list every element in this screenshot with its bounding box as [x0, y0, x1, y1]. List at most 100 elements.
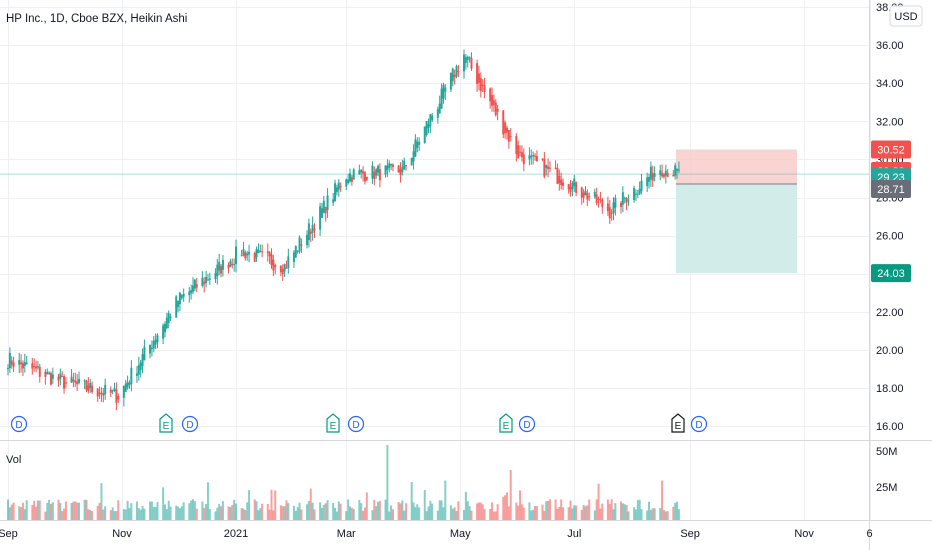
volume-bar — [479, 502, 482, 520]
dividend-event-icon[interactable] — [518, 415, 536, 433]
volume-bar — [64, 501, 67, 520]
volume-bar — [349, 506, 351, 520]
volume-bar — [229, 507, 232, 520]
candle-body — [633, 187, 636, 200]
candle-body — [74, 380, 77, 383]
currency-box[interactable] — [889, 5, 923, 27]
candle-body — [505, 127, 508, 133]
candle-body — [502, 110, 505, 135]
candle-body — [440, 88, 443, 109]
volume-bar — [545, 501, 548, 520]
volume-bar — [324, 503, 327, 520]
volume-bar — [78, 502, 81, 520]
volume-bar — [453, 507, 456, 520]
volume-bar — [309, 488, 312, 520]
candle-body — [403, 160, 406, 170]
profit-target-zone[interactable] — [676, 183, 797, 274]
volume-bar — [543, 510, 546, 520]
volume-bar — [231, 504, 234, 520]
candle-body — [601, 199, 604, 208]
earnings-event-icon[interactable] — [159, 413, 173, 433]
candle-body — [152, 340, 155, 349]
candle-body — [36, 366, 39, 368]
volume-bar — [575, 505, 578, 520]
candle-body — [154, 339, 157, 345]
volume-bar — [519, 490, 522, 520]
candle-body — [128, 383, 131, 385]
candle-body — [339, 186, 342, 188]
candle-body — [177, 301, 180, 307]
volume-bar — [391, 509, 394, 520]
volume-bar — [96, 505, 99, 520]
candle-body — [391, 164, 394, 167]
candle-body — [347, 179, 350, 183]
candle-body — [520, 151, 523, 158]
dividend-event-icon[interactable] — [181, 415, 199, 433]
volume-bar — [203, 507, 206, 520]
candle-body — [76, 381, 79, 385]
volume-bar — [149, 501, 152, 520]
dividend-event-icon[interactable] — [347, 415, 365, 433]
candle-body — [46, 371, 49, 375]
price-axis[interactable]: 38.0036.0034.0032.0030.0028.0026.0024.00… — [876, 2, 904, 433]
volume-bar — [633, 507, 636, 520]
candle-body — [85, 380, 88, 390]
volume-bar — [33, 500, 36, 520]
volume-bar — [48, 499, 51, 520]
candle-body — [477, 73, 480, 83]
candle-body — [233, 263, 236, 265]
earnings-event-icon[interactable] — [499, 413, 513, 433]
event-label: D — [186, 420, 193, 431]
candle-body — [324, 206, 327, 214]
volume-bar — [242, 508, 245, 520]
time-tick-label: Nov — [794, 528, 814, 540]
volume-bar — [399, 503, 402, 520]
volume-bar — [350, 507, 353, 520]
volume-bar — [504, 495, 507, 520]
volume-bar — [70, 503, 73, 520]
volume-bar — [163, 504, 166, 520]
time-axis[interactable]: Sep Nov 2021 Mar May Jul Sep Nov 6 — [0, 528, 873, 540]
volume-bar — [233, 499, 236, 520]
candle-body — [326, 195, 329, 211]
time-tick-label: Sep — [680, 528, 700, 540]
candle-body — [195, 284, 198, 288]
time-tick-label: Mar — [337, 528, 356, 540]
dividend-event-icon[interactable] — [690, 415, 708, 433]
dividend-event-icon[interactable] — [10, 415, 28, 433]
candle-body — [363, 172, 366, 182]
candle-body — [507, 130, 510, 142]
stop-loss-zone[interactable] — [676, 149, 797, 184]
candle-body — [227, 264, 230, 269]
earnings-event-icon[interactable] — [671, 413, 685, 433]
candle-body — [416, 141, 419, 148]
candle-body — [281, 269, 284, 274]
candle-body — [111, 390, 114, 392]
volume-bar — [599, 508, 602, 520]
volume-bar — [414, 507, 417, 520]
volume-bar — [154, 506, 157, 520]
volume-bar — [337, 501, 340, 520]
candle-body — [530, 155, 533, 158]
candle-body — [12, 362, 15, 367]
candle-body — [519, 151, 522, 153]
volume-bar — [162, 487, 165, 520]
volume-bar — [373, 499, 376, 520]
candle-body — [476, 63, 479, 84]
volume-bar — [85, 499, 88, 520]
candle-body — [646, 177, 649, 187]
candle-body — [98, 392, 101, 395]
candle-body — [436, 109, 439, 118]
volume-bar — [362, 510, 365, 520]
volume-bar — [246, 502, 249, 520]
volume-bar — [178, 508, 181, 520]
candle-body — [491, 94, 494, 106]
candle-body — [532, 155, 535, 157]
volume-bar — [59, 502, 62, 520]
currency-label[interactable]: USD — [894, 11, 917, 23]
earnings-event-icon[interactable] — [326, 413, 340, 433]
volume-bar — [597, 483, 600, 520]
